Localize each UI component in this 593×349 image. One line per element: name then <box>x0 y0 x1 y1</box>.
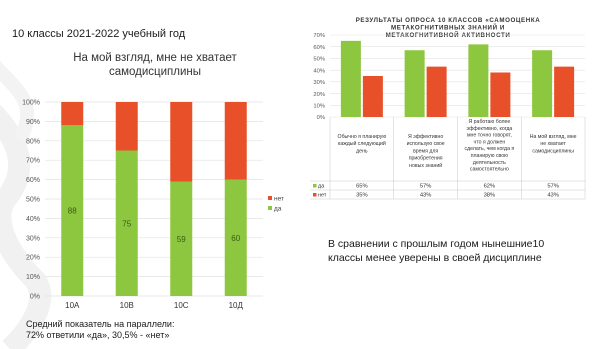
chart2-category-label: Я эффективно использую свое время для приоб… <box>407 134 445 169</box>
chart2-bar-da <box>468 44 489 117</box>
chart1-ytick-label: 30% <box>26 235 40 242</box>
chart2-ytick-label: 0% <box>317 115 325 121</box>
chart2-category-label: Я работаю более эффективно, когда мне точн… <box>465 119 515 173</box>
chart1-bar-net <box>224 102 247 180</box>
chart1-data-label: 75 <box>122 219 131 228</box>
chart2-table-cell: 38% <box>484 193 496 199</box>
summary-line-2: 72% ответили «да», 30,5% - «нет» <box>26 330 170 340</box>
chart1-ytick-label: 50% <box>26 197 40 204</box>
chart1-bar-da <box>115 150 138 296</box>
chart2-table-cell: 62% <box>484 184 496 190</box>
background-wave-decoration <box>0 60 52 349</box>
chart1-ytick-label: 20% <box>26 255 40 262</box>
chart2-table-cell: 43% <box>547 193 559 199</box>
chart1-ytick-label: 10% <box>26 274 40 281</box>
chart2-ytick-label: 10% <box>313 103 325 109</box>
chart1-bar-da <box>61 125 84 296</box>
chart2-legend-swatch <box>313 184 317 188</box>
chart1-data-label: 88 <box>68 207 77 216</box>
chart2-bar-net <box>490 72 511 117</box>
chart1-bar-net <box>170 102 193 182</box>
chart1-legend-label: да <box>274 206 282 213</box>
chart2-category-label: На мой взгляд, мне не хватает самодисципли… <box>530 133 577 154</box>
chart2-ytick-label: 40% <box>313 68 325 74</box>
chart1-data-label: 59 <box>177 235 186 244</box>
chart2-table-cell: 35% <box>356 193 368 199</box>
chart2-table-cell: 57% <box>547 184 559 190</box>
chart1-category-label: 10В <box>120 301 134 310</box>
chart1-title: На мой взгляд, мне не хватает самодисцип… <box>73 52 237 78</box>
chart1-bar-net <box>115 102 138 151</box>
chart1-category-label: 10А <box>65 301 80 310</box>
chart2-bar-da <box>340 40 361 117</box>
chart2-table-cell: 43% <box>420 193 432 199</box>
chart2-table-cell: 65% <box>356 184 368 190</box>
chart2-bar-net <box>362 76 383 117</box>
chart2-bar-da <box>532 50 553 117</box>
chart1-ytick-label: 80% <box>26 138 40 145</box>
chart2-ytick-label: 50% <box>313 57 325 63</box>
summary-line-1: Средний показатель на параллели: <box>26 319 175 329</box>
chart1-ytick-label: 100% <box>22 100 40 107</box>
parallel-average-summary: Средний показатель на параллели: 72% отв… <box>26 319 174 341</box>
chart2-ytick-label: 30% <box>313 80 325 86</box>
chart2-ytick-label: 60% <box>313 45 325 51</box>
chart1-ytick-label: 0% <box>30 294 40 301</box>
chart1-ytick-label: 40% <box>26 216 40 223</box>
chart2-ytick-label: 70% <box>313 33 325 39</box>
chart1-bar-da <box>170 181 193 296</box>
chart1-data-label: 60 <box>231 234 240 243</box>
chart1-category-label: 10С <box>174 301 189 310</box>
chart2-legend-swatch <box>313 193 317 197</box>
chart1-legend-label: нет <box>274 196 284 203</box>
page-heading: 10 классы 2021-2022 учебный год <box>12 28 186 40</box>
chart1-legend-swatch <box>268 206 272 210</box>
chart2-category-label: Обычно я планирую каждый следующий день <box>338 134 387 154</box>
chart2-title: РЕЗУЛЬТАТЫ ОПРОСА 10 КЛАССОВ «САМООЦЕНКА… <box>356 17 541 39</box>
chart1-legend-swatch <box>268 196 272 200</box>
chart2-ytick-label: 20% <box>313 92 325 98</box>
chart1-bar-net <box>61 102 84 126</box>
chart2-bar-da <box>404 50 425 117</box>
comparison-text: В сравнении с прошлым годом нынешние10 к… <box>328 238 545 264</box>
chart1-ytick-label: 90% <box>26 119 40 126</box>
chart2-legend-label: да <box>318 184 325 190</box>
chart2-legend-label: нет <box>318 193 327 199</box>
chart1-category-label: 10Д <box>229 301 244 310</box>
chart2-bar-net <box>554 66 575 117</box>
chart2-bar-net <box>426 66 447 117</box>
chart2-table-cell: 57% <box>420 184 432 190</box>
chart1-bar-da <box>224 179 247 296</box>
chart1-ytick-label: 70% <box>26 158 40 165</box>
chart1-ytick-label: 60% <box>26 177 40 184</box>
